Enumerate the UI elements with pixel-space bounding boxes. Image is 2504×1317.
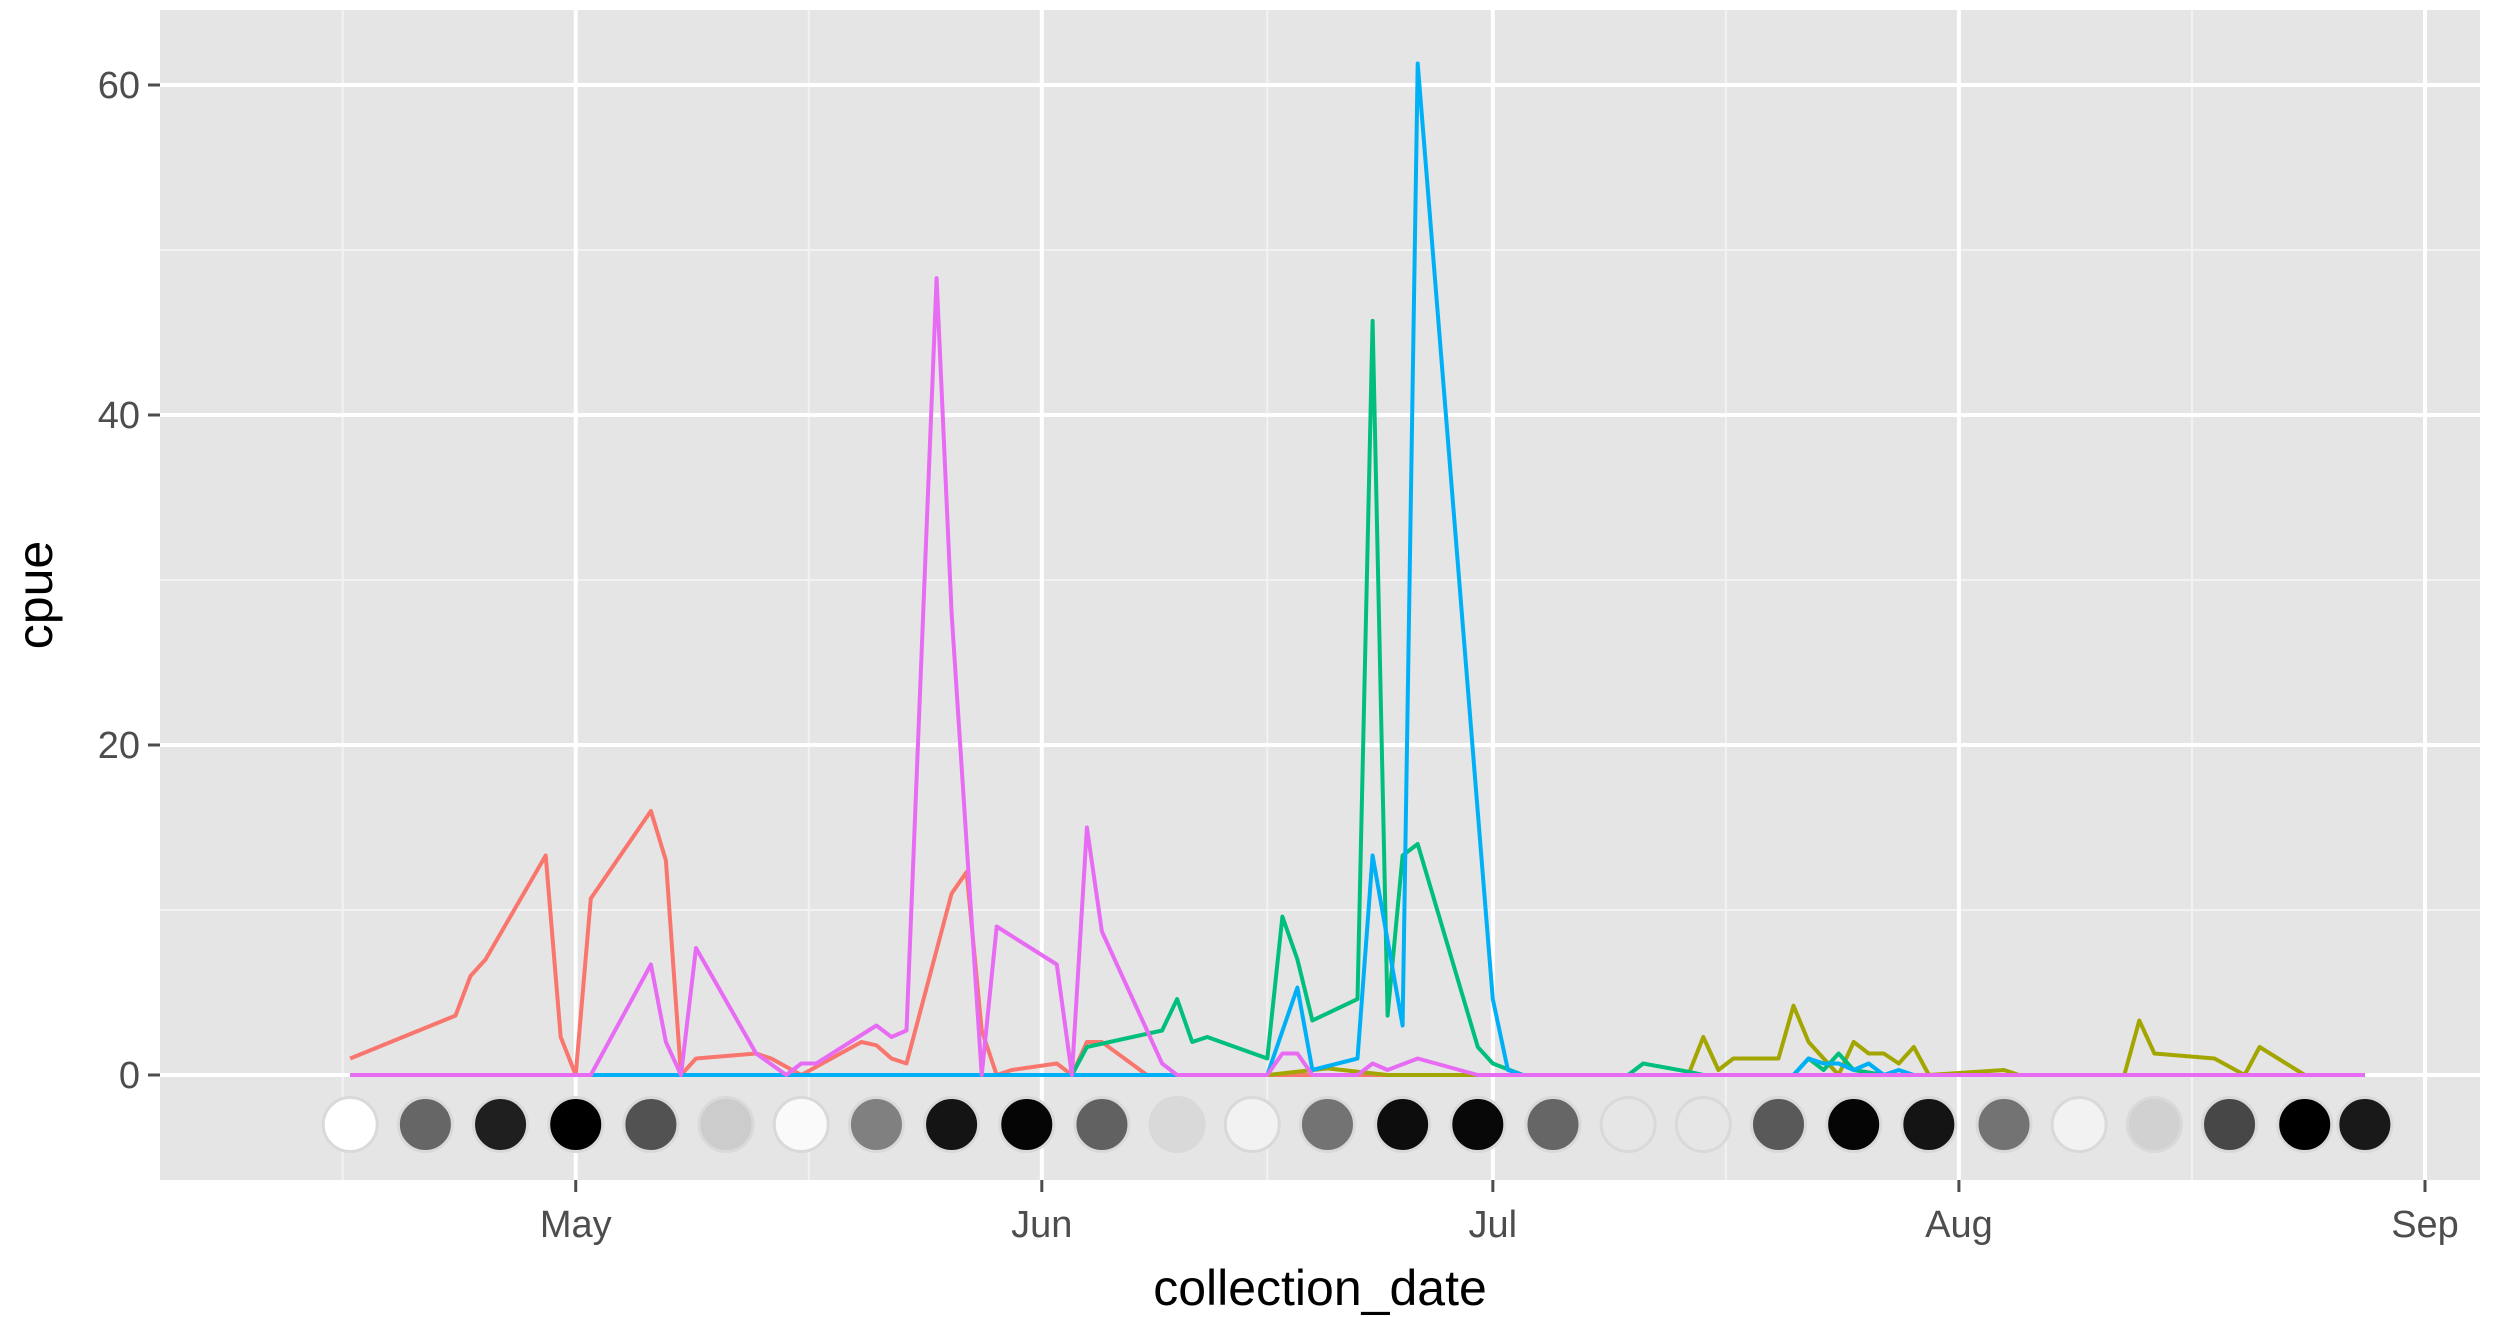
marker-row [321,1096,2394,1153]
marker-point [2336,1096,2394,1153]
x-tick-label: Jun [1011,1204,1072,1246]
plot-panel [160,10,2480,1180]
x-tick-label: Sep [2391,1204,2459,1246]
marker-point [1599,1096,1657,1153]
marker-point [772,1096,830,1153]
marker-point [2201,1096,2259,1153]
marker-point [321,1096,379,1153]
x-tick-label: May [540,1204,612,1246]
x-axis-title: collection_date [1153,1260,1487,1316]
series-line-3 [1070,318,2365,1077]
minor-gridlines [160,10,2480,1180]
marker-point [2050,1096,2108,1153]
series-lines [349,61,2365,1077]
y-tick-label: 0 [119,1055,140,1097]
marker-point [1900,1096,1958,1153]
y-tick-label: 20 [98,725,140,767]
marker-point [1073,1096,1131,1153]
marker-point [396,1096,454,1153]
x-tick-label: Aug [1925,1204,1993,1246]
series-line-1 [349,809,2365,1077]
marker-point [1374,1096,1432,1153]
marker-point [1449,1096,1507,1153]
y-axis-title: cpue [7,541,63,649]
marker-point [1148,1096,1206,1153]
marker-point [472,1096,530,1153]
marker-point [1524,1096,1582,1153]
series-line-5 [350,276,2365,1077]
series-line-2 [1267,1003,2365,1077]
marker-point [697,1096,755,1153]
marker-point [1674,1096,1732,1153]
marker-point [547,1096,605,1153]
marker-point [1750,1096,1808,1153]
y-tick-label: 60 [98,65,140,107]
marker-point [1223,1096,1281,1153]
marker-point [1298,1096,1356,1153]
marker-point [622,1096,680,1153]
y-axis: 0 20 40 60 [98,65,160,1097]
y-tick-label: 40 [98,395,140,437]
marker-point [847,1096,905,1153]
marker-point [2125,1096,2183,1153]
x-axis: May Jun Jul Aug Sep [540,1180,2459,1246]
marker-point [1825,1096,1883,1153]
marker-point [998,1096,1056,1153]
marker-point [2276,1096,2334,1153]
marker-point [923,1096,981,1153]
marker-point [1975,1096,2033,1153]
x-tick-label: Jul [1469,1204,1518,1246]
